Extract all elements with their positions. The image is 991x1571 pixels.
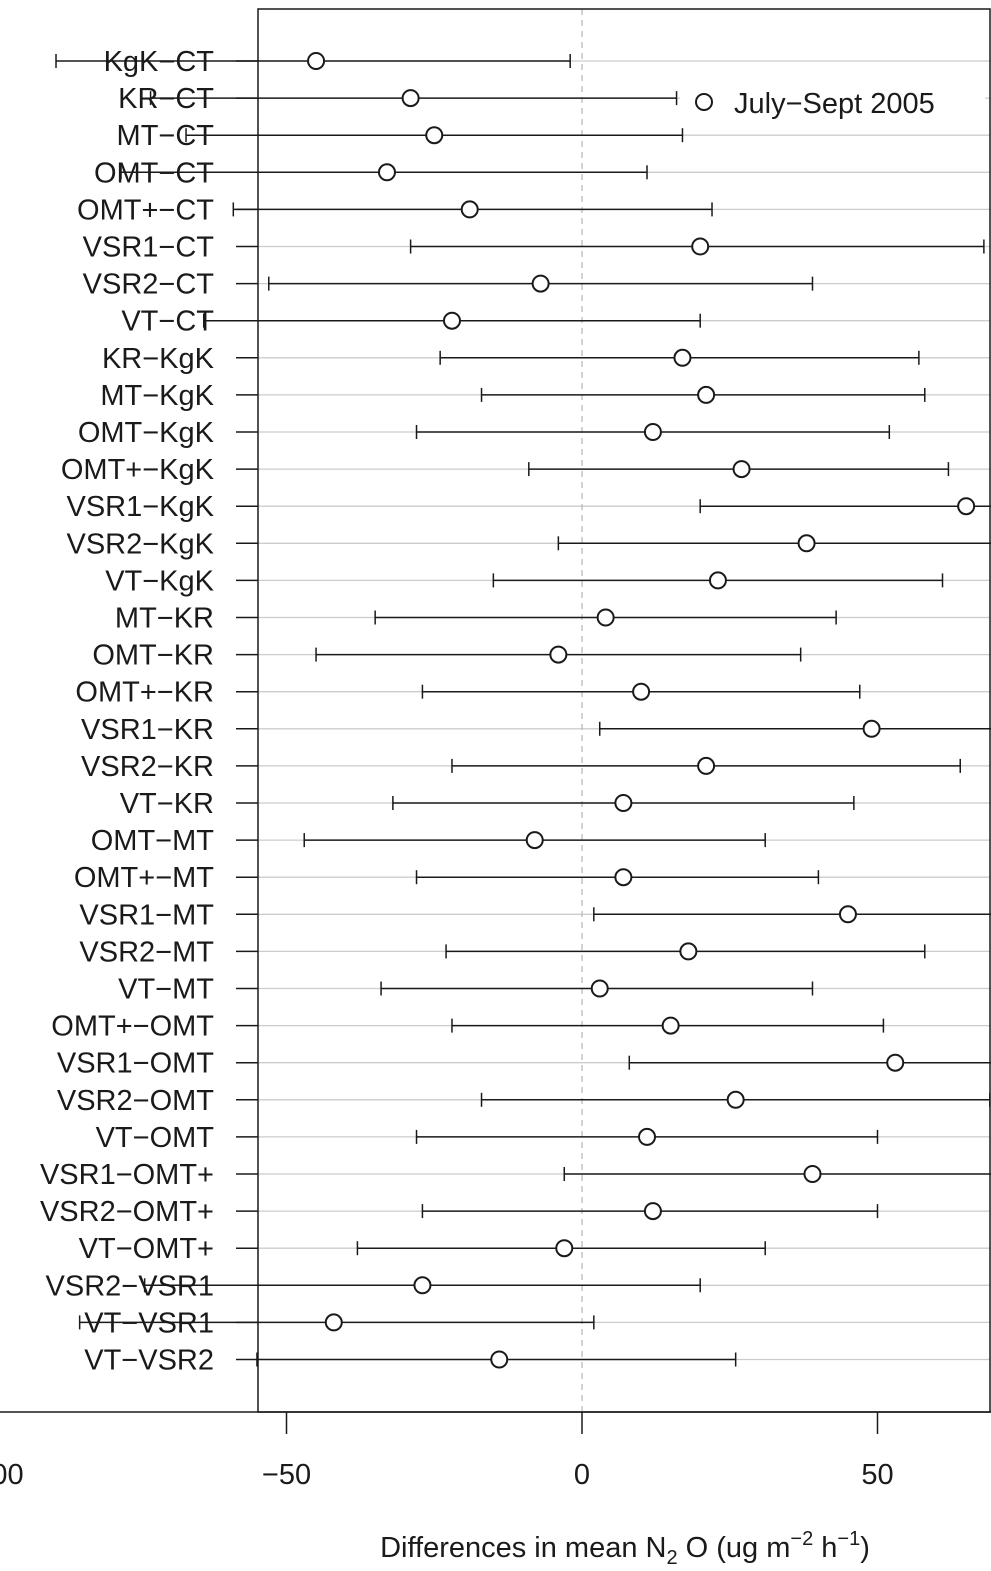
- estimate-point: [590, 979, 609, 998]
- estimate-point: [638, 1127, 657, 1146]
- estimate-point: [324, 1313, 343, 1332]
- estimate-point: [413, 1276, 432, 1295]
- category-label: VSR2−VSR1: [46, 1270, 214, 1302]
- x-tick-label: −50: [262, 1459, 311, 1491]
- category-label: KR−CT: [118, 83, 214, 115]
- category-label: VT−VSR2: [84, 1345, 214, 1377]
- x-axis-title-superscript: −2: [790, 1528, 813, 1550]
- estimate-point: [643, 1202, 662, 1221]
- category-label: OMT−MT: [91, 825, 215, 857]
- estimate-point: [614, 868, 633, 887]
- estimate-point: [803, 1165, 822, 1183]
- estimate-point: [661, 1016, 680, 1035]
- category-label: VT−OMT: [96, 1122, 215, 1154]
- category-label: OMT−KR: [92, 640, 214, 672]
- estimate-point: [555, 1239, 574, 1258]
- category-label: VSR1−OMT+: [40, 1159, 214, 1191]
- estimate-point: [691, 237, 710, 256]
- x-tick-label: 50: [861, 1459, 893, 1491]
- legend: July−Sept 2005: [680, 78, 985, 128]
- category-label: MT−KgK: [100, 380, 214, 412]
- x-axis-title-part: h: [813, 1532, 837, 1564]
- category-label: OMT+−CT: [77, 194, 214, 226]
- legend-marker-open-circle: [695, 93, 713, 111]
- category-label: VT−KgK: [105, 565, 214, 597]
- category-label: VSR2−OMT: [57, 1085, 214, 1117]
- category-label: OMT+−KR: [75, 677, 214, 709]
- category-label: VT−MT: [118, 974, 214, 1006]
- plot-frame: [257, 8, 991, 1413]
- category-label: VSR1−KgK: [66, 491, 214, 523]
- category-label: OMT−CT: [94, 157, 214, 189]
- estimate-point: [425, 126, 444, 145]
- estimate-point: [697, 756, 716, 775]
- estimate-point: [862, 719, 881, 738]
- category-label: VSR2−KR: [81, 751, 214, 783]
- x-axis-title-part: O (ug m: [678, 1532, 791, 1564]
- estimate-point: [697, 385, 716, 404]
- x-axis-title-superscript: −1: [837, 1528, 860, 1550]
- estimate-point: [596, 608, 615, 627]
- x-tick-label: −100: [0, 1459, 24, 1491]
- category-label: OMT−KgK: [78, 417, 215, 449]
- estimate-point: [401, 89, 420, 108]
- category-label: OMT+−MT: [74, 862, 214, 894]
- category-label: MT−KR: [115, 603, 214, 635]
- category-label: VSR1−CT: [83, 232, 215, 264]
- estimate-point: [549, 645, 568, 664]
- estimate-points: [307, 52, 976, 1369]
- category-labels: KgK−CT KR−CT MT−CT OMT−CT OMT+−CT VSR1−CT VSR2…: [40, 46, 258, 1377]
- x-axis-title-subscript: 2: [666, 1547, 677, 1569]
- estimate-point: [531, 274, 550, 293]
- estimate-point: [307, 52, 326, 70]
- estimate-point: [460, 200, 479, 219]
- legend-label: July−Sept 2005: [734, 88, 935, 120]
- category-label: OMT+−OMT: [51, 1011, 214, 1043]
- gridlines: [258, 60, 990, 1361]
- category-label: MT−CT: [117, 120, 215, 152]
- estimate-point: [838, 905, 857, 924]
- estimate-point: [377, 163, 396, 182]
- category-label: VT−OMT+: [79, 1233, 214, 1265]
- estimate-point: [726, 1090, 745, 1109]
- estimate-point: [442, 311, 461, 330]
- category-label: VSR1−OMT: [57, 1048, 214, 1080]
- estimate-point: [632, 682, 651, 701]
- x-axis-title-part: ): [860, 1532, 870, 1564]
- legend-background: [680, 78, 985, 128]
- estimate-point: [525, 831, 544, 850]
- estimate-point: [708, 571, 727, 590]
- category-label: VSR2−OMT+: [40, 1196, 214, 1228]
- x-axis: −100−50050100: [0, 1411, 991, 1491]
- category-label: OMT+−KgK: [61, 454, 215, 486]
- estimate-point: [490, 1350, 509, 1369]
- estimate-point: [957, 497, 976, 516]
- category-label: VSR2−KgK: [66, 528, 214, 560]
- category-label: VT−CT: [121, 306, 214, 338]
- category-label: VSR2−MT: [79, 936, 214, 968]
- category-label: VT−VSR1: [84, 1307, 214, 1339]
- estimate-point: [797, 534, 816, 553]
- x-axis-title-part: Differences in mean N: [380, 1532, 666, 1564]
- category-label: KgK−CT: [104, 46, 215, 78]
- category-label: VSR1−MT: [79, 899, 214, 931]
- estimate-point: [732, 460, 751, 479]
- estimate-point: [679, 942, 698, 961]
- x-tick-label: 0: [574, 1459, 590, 1491]
- estimate-point: [886, 1053, 905, 1072]
- x-axis-title: Differences in mean N2 O (ug m−2 h−1): [380, 1528, 870, 1569]
- category-label: VSR1−KR: [81, 714, 214, 746]
- estimate-point: [614, 794, 633, 812]
- category-label: VSR2−CT: [83, 269, 215, 301]
- category-label: KR−KgK: [102, 343, 215, 375]
- estimate-point: [643, 423, 662, 441]
- estimate-point: [673, 348, 692, 367]
- category-label: VT−KR: [120, 788, 214, 820]
